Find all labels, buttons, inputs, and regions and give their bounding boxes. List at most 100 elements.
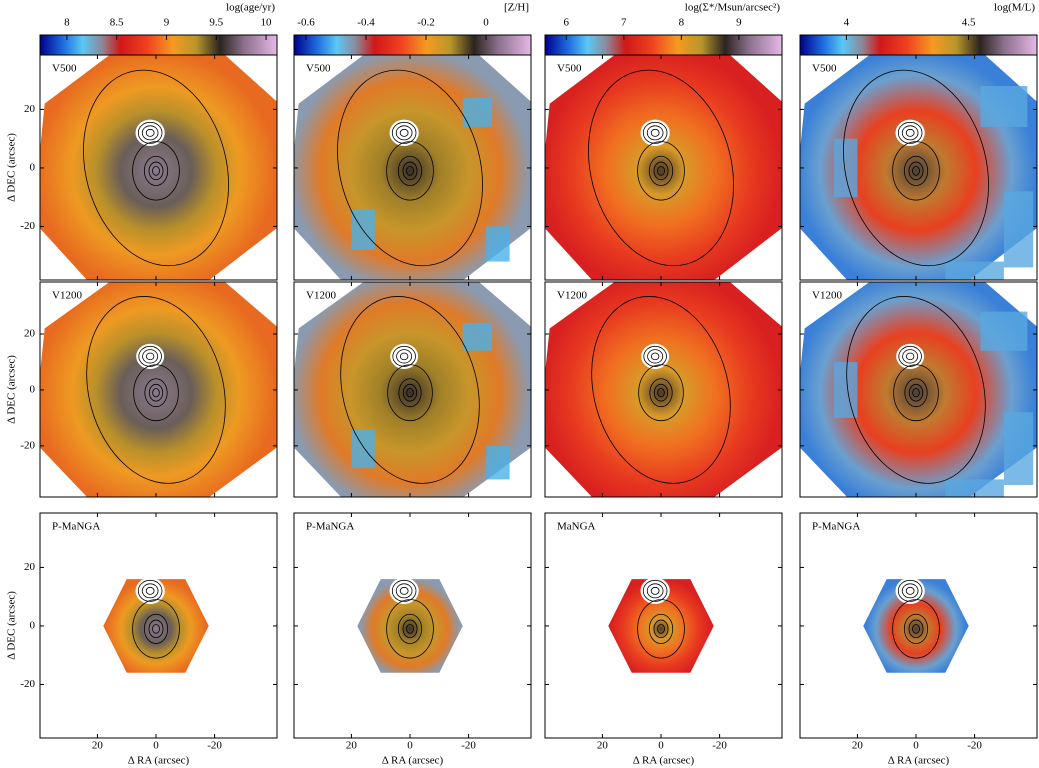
contour [648, 613, 674, 644]
contour [132, 599, 180, 659]
contour [398, 378, 422, 408]
contour [642, 121, 668, 144]
panel-label: MaNGA [557, 521, 596, 533]
contour [637, 141, 685, 201]
contour [148, 161, 164, 181]
colorbar-label: [Z/H] [504, 2, 529, 14]
contour [650, 128, 660, 137]
map-patch [486, 445, 510, 480]
contour [141, 583, 159, 599]
map-patch [486, 226, 510, 262]
contour [642, 579, 668, 602]
map-area [863, 579, 969, 673]
contour [591, 296, 731, 484]
colorbar-tick-label: 0 [483, 17, 489, 29]
contour [649, 378, 673, 408]
y-tick-label: 20 [24, 103, 36, 115]
star-mask [640, 577, 670, 604]
contour [386, 141, 434, 201]
contour [337, 69, 483, 267]
map-patch [351, 208, 375, 250]
star-mask [896, 343, 925, 369]
contour [397, 613, 423, 644]
colorbar-tick-label: 6 [564, 17, 570, 29]
contour [901, 125, 919, 141]
contour [145, 128, 155, 137]
map-patch [945, 479, 1004, 497]
star-mask [135, 119, 165, 146]
y-axis-label: Δ DEC (arcsec) [6, 591, 18, 660]
x-axis-label: Δ RA (arcsec) [128, 755, 190, 767]
colorbar-tick-label: 8 [679, 17, 685, 29]
contour [892, 599, 940, 659]
contour [657, 388, 665, 398]
y-tick-label: 0 [30, 161, 36, 173]
contour [387, 364, 433, 422]
colorbar [799, 34, 1038, 56]
map [103, 577, 209, 673]
contour [588, 69, 734, 267]
x-tick-label: -20 [967, 740, 982, 752]
contour [904, 378, 928, 408]
contour [145, 352, 155, 361]
panel-label: V500 [812, 63, 837, 75]
contour [903, 155, 929, 186]
star-mask [895, 577, 925, 604]
contour [650, 352, 660, 361]
contour [846, 296, 986, 484]
map-patch [1003, 412, 1034, 485]
panel-label: P-MaNGA [812, 521, 860, 533]
contour [908, 161, 924, 181]
contour [395, 583, 413, 599]
star-mask [389, 119, 419, 146]
contour [406, 624, 414, 634]
contour [399, 128, 409, 137]
colorbar-label: log(M/L) [994, 2, 1035, 14]
contour [657, 624, 665, 634]
star-mask [640, 119, 670, 146]
panel-label: V1200 [557, 290, 587, 302]
contour [898, 345, 922, 367]
contour [402, 161, 418, 181]
colorbar-tick-label: 9.5 [209, 17, 223, 29]
y-tick-label: 0 [30, 383, 36, 395]
star-mask [895, 119, 925, 146]
colorbar [293, 34, 532, 56]
map [800, 55, 1037, 280]
contour [399, 586, 409, 595]
map-area [103, 579, 209, 673]
contour [133, 364, 179, 422]
map [800, 282, 1037, 497]
map-area [40, 282, 277, 497]
y-tick-label: -20 [20, 220, 35, 232]
y-tick-label: -20 [20, 439, 35, 451]
x-tick-label: -20 [712, 740, 727, 752]
x-tick-label: 20 [597, 740, 609, 752]
y-tick-label: 20 [24, 328, 36, 340]
contour [142, 349, 159, 364]
contour [912, 166, 920, 176]
star-mask [389, 577, 419, 604]
contour [406, 388, 414, 398]
contour [132, 141, 180, 201]
contour [905, 586, 915, 595]
x-tick-label: 0 [153, 740, 159, 752]
map-patch [351, 429, 375, 469]
map-patch [833, 138, 858, 198]
contour [152, 624, 160, 634]
panel-label: V500 [306, 63, 331, 75]
contour [395, 125, 413, 141]
contour [657, 166, 665, 176]
panel-label: V500 [52, 63, 77, 75]
colorbar-tick-label: 7 [621, 17, 627, 29]
contour [145, 586, 155, 595]
contour [399, 352, 409, 361]
panel-label: V1200 [52, 290, 82, 302]
contour [152, 166, 160, 176]
panel-label: V1200 [812, 290, 842, 302]
colorbar [544, 34, 783, 56]
map-area [545, 55, 782, 280]
map [294, 282, 531, 497]
